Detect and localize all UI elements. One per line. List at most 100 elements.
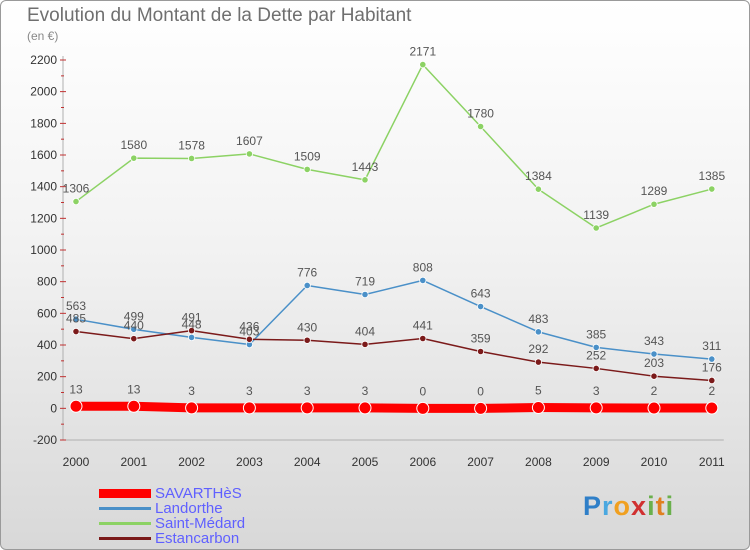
- brand-logo: Proxiti: [583, 491, 674, 522]
- data-label: 3: [246, 384, 253, 398]
- data-label: 203: [644, 356, 664, 370]
- x-tick-label: 2003: [236, 455, 263, 469]
- data-point: [358, 401, 372, 415]
- data-point: [476, 122, 485, 131]
- y-tick-label: 1800: [30, 116, 57, 130]
- legend-swatch: [99, 507, 151, 510]
- data-label: 2: [651, 384, 658, 398]
- series-line: [71, 401, 717, 413]
- data-label: 359: [471, 331, 491, 345]
- data-point: [647, 401, 661, 415]
- x-tick-label: 2007: [467, 455, 494, 469]
- data-label: 483: [528, 312, 548, 326]
- brand-letter: t: [655, 491, 666, 521]
- data-point: [476, 347, 485, 356]
- data-point: [361, 340, 369, 348]
- data-label: 252: [586, 348, 606, 362]
- data-label: 13: [127, 382, 141, 396]
- data-point: [300, 401, 314, 415]
- legend-swatch: [99, 522, 151, 525]
- data-point: [419, 276, 427, 284]
- y-tick-label: 400: [37, 338, 57, 352]
- data-point: [130, 325, 138, 333]
- data-label: 440: [124, 319, 144, 333]
- data-label: 0: [419, 384, 426, 398]
- y-tick-label: 1000: [30, 243, 57, 257]
- data-point: [419, 60, 427, 69]
- data-label: 491: [182, 311, 202, 325]
- data-label: 1306: [63, 182, 90, 196]
- brand-letter: x: [631, 491, 648, 521]
- data-point: [130, 335, 138, 343]
- x-tick-label: 2000: [63, 455, 90, 469]
- brand-letter: i: [647, 491, 656, 521]
- data-point: [361, 290, 369, 299]
- x-tick-label: 2001: [120, 455, 147, 469]
- data-label: 13: [69, 382, 83, 396]
- x-tick-label: 2004: [294, 455, 321, 469]
- data-point: [127, 399, 141, 413]
- data-point: [188, 333, 196, 341]
- data-label: 1509: [294, 149, 321, 163]
- legend-label: Landorthe: [155, 500, 223, 517]
- data-label: 808: [413, 260, 433, 274]
- data-point: [531, 401, 545, 415]
- data-label: 176: [702, 360, 722, 374]
- legend-label: SAVARTHèS: [155, 485, 242, 502]
- data-point: [188, 154, 196, 163]
- x-tick-label: 2002: [178, 455, 205, 469]
- data-point: [708, 185, 716, 193]
- data-label: 3: [593, 384, 600, 398]
- data-point: [534, 185, 543, 193]
- data-point: [69, 399, 83, 413]
- data-point: [650, 200, 658, 208]
- y-tick-label: 2200: [30, 53, 57, 67]
- data-point: [534, 328, 543, 336]
- data-label: 385: [586, 327, 606, 341]
- data-point: [303, 165, 311, 174]
- data-point: [589, 401, 603, 415]
- data-label: 2: [708, 384, 715, 398]
- data-label: 343: [644, 334, 664, 348]
- data-label: 430: [297, 320, 317, 334]
- y-tick-label: 1200: [30, 211, 57, 225]
- data-point: [705, 401, 719, 415]
- data-point: [474, 401, 488, 415]
- data-point: [242, 401, 256, 415]
- data-label: 1384: [525, 169, 552, 183]
- data-label: 1385: [698, 169, 725, 183]
- y-tick-label: 2000: [30, 85, 57, 99]
- data-point: [592, 343, 600, 351]
- data-point: [72, 327, 80, 336]
- x-tick-label: 2005: [352, 455, 379, 469]
- x-tick-label: 2010: [641, 455, 668, 469]
- data-label: 499: [124, 309, 144, 323]
- data-point: [650, 350, 658, 358]
- data-point: [419, 334, 427, 343]
- series-line: [75, 329, 713, 382]
- legend-label: Estancarbon: [155, 530, 240, 547]
- data-label: 311: [702, 339, 721, 353]
- x-tick-label: 2009: [583, 455, 610, 469]
- data-label: 643: [471, 287, 491, 301]
- brand-letter: i: [665, 491, 675, 521]
- data-point: [592, 224, 600, 232]
- data-point: [72, 197, 80, 206]
- data-label: 1139: [583, 208, 609, 222]
- data-label: 3: [188, 384, 195, 398]
- chart-unit: (en €): [27, 29, 59, 43]
- series-line: [75, 279, 713, 360]
- data-point: [476, 302, 485, 311]
- data-label: 1780: [467, 107, 494, 121]
- data-point: [708, 376, 716, 385]
- data-label: 776: [297, 265, 317, 279]
- data-label: 404: [355, 324, 375, 338]
- data-point: [708, 355, 716, 363]
- legend-label: Saint-Médard: [155, 515, 246, 532]
- data-label: 1578: [178, 138, 205, 152]
- data-point: [361, 176, 369, 184]
- y-tick-label: 1600: [30, 148, 57, 162]
- series-line: [75, 63, 713, 229]
- data-point: [650, 372, 658, 380]
